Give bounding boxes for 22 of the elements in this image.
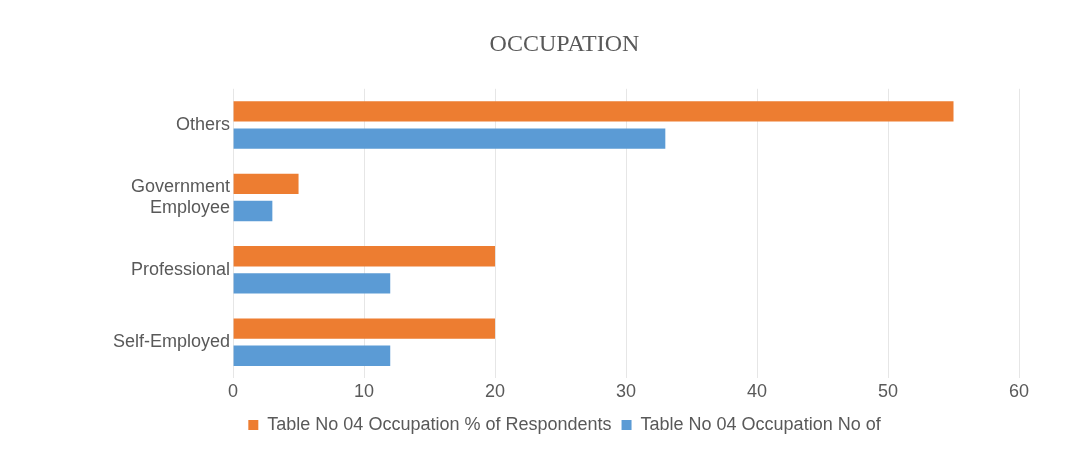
bar	[233, 273, 391, 294]
x-tick-label: 30	[616, 381, 637, 402]
y-tick-label: Self-Employed	[112, 331, 231, 352]
bar	[233, 200, 273, 222]
legend-label: Table No 04 Occupation No of	[640, 413, 882, 434]
bar	[233, 246, 496, 267]
y-tick-label: Government Employee	[131, 175, 231, 218]
bar	[233, 345, 391, 366]
legend-label: Table No 04 Occupation % of Respondents	[267, 413, 612, 434]
x-tick-label: 0	[228, 381, 239, 402]
bar	[233, 101, 954, 122]
bar	[233, 173, 299, 195]
bar	[233, 128, 666, 149]
chart-title: OCCUPATION	[489, 29, 640, 56]
x-tick-label: 20	[485, 381, 506, 402]
x-tick-label: 60	[1008, 381, 1030, 402]
x-tick-label: 40	[747, 381, 768, 402]
y-tick-label: Others	[176, 113, 231, 134]
x-tick-label: 50	[877, 381, 899, 402]
bar	[233, 318, 496, 339]
x-tick-label: 10	[354, 381, 375, 402]
y-tick-label: Professional	[130, 258, 231, 279]
